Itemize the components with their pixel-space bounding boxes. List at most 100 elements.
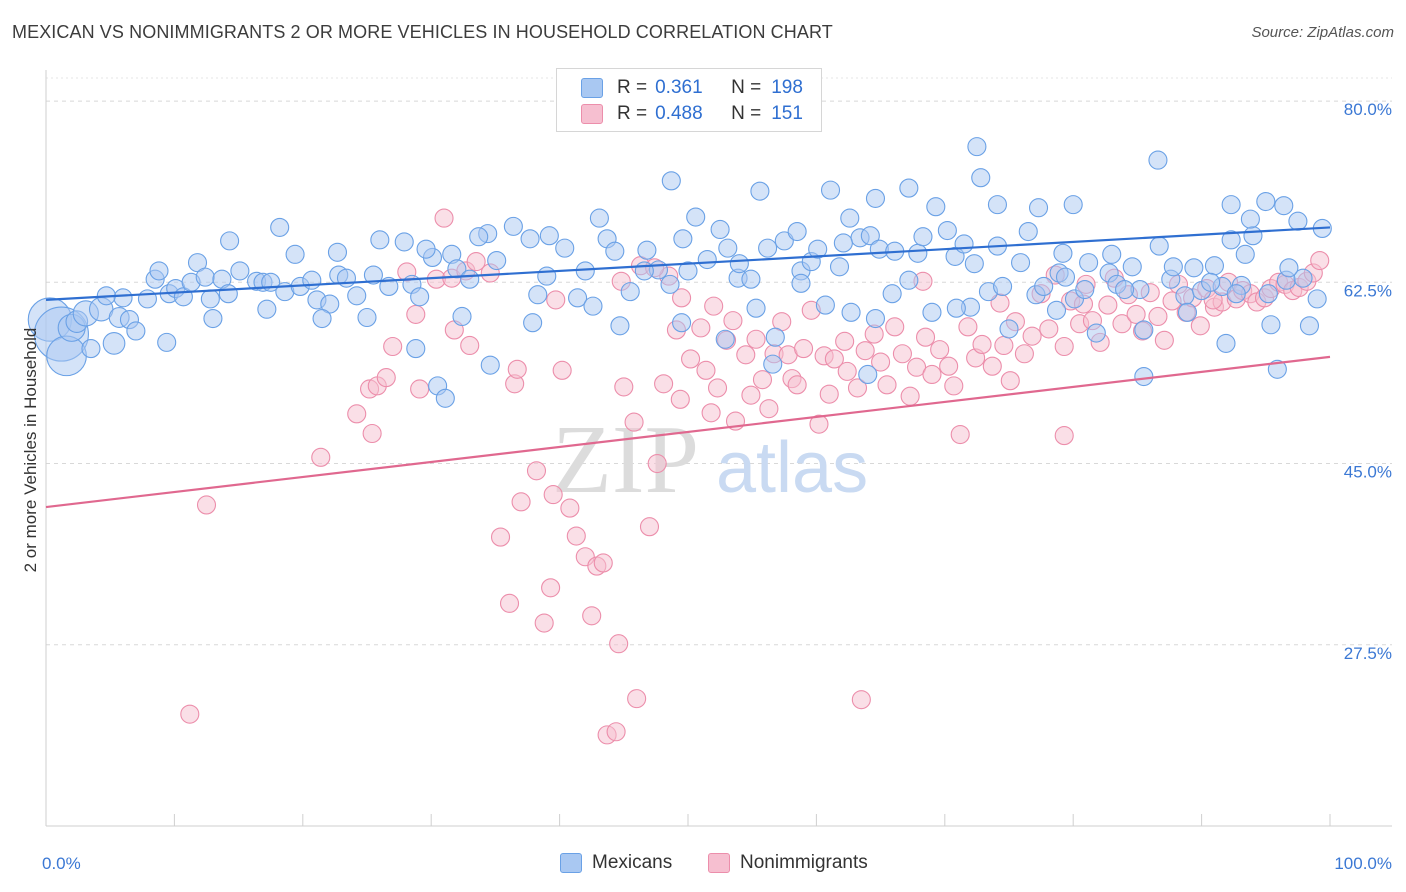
mexicans-point — [528, 285, 548, 305]
nonimmigrants-point — [704, 296, 724, 316]
mexicans-point — [137, 289, 157, 309]
nonimmigrants-point — [877, 375, 897, 395]
nonimmigrants-point — [1039, 319, 1059, 339]
mexicans-point — [1148, 150, 1168, 170]
mexicans-point — [605, 241, 625, 261]
nonimmigrants-point — [410, 379, 430, 399]
mexicans-point — [715, 329, 735, 349]
mexicans-point — [539, 226, 559, 246]
nonimmigrants-point — [847, 378, 868, 398]
mexicans-point — [327, 242, 348, 262]
nonimmigrants-point — [376, 368, 396, 388]
nonimmigrants-point — [1000, 371, 1020, 391]
nonimmigrants-point — [915, 327, 936, 347]
nonimmigrants-point — [434, 208, 454, 228]
mexicans-point — [1011, 253, 1031, 273]
mexicans-point — [750, 181, 770, 201]
mexicans-point — [1274, 196, 1294, 216]
mexicans-point — [1163, 257, 1183, 277]
mexicans-point — [1053, 243, 1073, 263]
mexicans-point — [1184, 258, 1204, 278]
mexicans-point — [1221, 195, 1241, 215]
nonimmigrants-point — [1112, 314, 1132, 334]
mexicans-point — [672, 313, 692, 333]
mexicans-point — [520, 229, 540, 249]
mexicans-point — [1307, 289, 1327, 309]
mexicans-point — [357, 307, 377, 328]
nonimmigrants-point — [639, 517, 660, 537]
mexicans-point — [926, 197, 946, 217]
mexicans-point — [523, 313, 543, 333]
mexicans-point — [102, 332, 126, 355]
nonimmigrants-point — [654, 374, 674, 394]
mexicans-point — [1243, 226, 1263, 246]
nonimmigrants-point — [526, 461, 547, 481]
x-tick-label: 0.0% — [42, 854, 81, 873]
nonimmigrants-point — [972, 334, 992, 354]
mexicans-point — [763, 354, 783, 374]
mexicans-point — [1258, 284, 1278, 304]
mexicans-point — [967, 137, 987, 157]
mexicans-point — [865, 308, 886, 329]
nonimmigrants-point — [466, 252, 486, 272]
mexicans-point — [1028, 198, 1049, 218]
mexicans-point — [81, 339, 101, 359]
legend-row-mexicans: R = 0.361 N = 198 — [581, 76, 803, 100]
mexicans-point — [460, 269, 480, 289]
nonimmigrants-point — [543, 485, 563, 505]
nonimmigrants-point — [907, 357, 927, 377]
mexicans-point — [1102, 244, 1122, 264]
mexicans-point — [1201, 272, 1221, 292]
trend-lines — [45, 226, 1331, 509]
grid-lines — [46, 77, 1392, 646]
mexicans-point — [741, 269, 761, 289]
nonimmigrants-point — [490, 527, 511, 547]
y-tick-label: 45.0% — [1344, 463, 1392, 482]
legend-swatch-mexicans — [560, 853, 582, 873]
watermark: ZIP atlas — [552, 406, 868, 514]
mexicans-point — [230, 261, 250, 281]
nonimmigrants-point — [180, 704, 200, 724]
mexicans-point — [195, 267, 215, 287]
mexicans-point — [1079, 253, 1099, 273]
mexicans-point — [620, 282, 640, 302]
nonimmigrants-point — [546, 290, 566, 310]
mexicans-point — [555, 238, 575, 258]
mexicans-point — [922, 302, 942, 322]
mexicans-point — [537, 266, 557, 286]
x-tick-label: 100.0% — [1334, 854, 1392, 873]
chart-title: MEXICAN VS NONIMMIGRANTS 2 OR MORE VEHIC… — [12, 22, 833, 42]
mexicans-point — [808, 239, 828, 259]
mexicans-point — [435, 388, 455, 408]
nonimmigrants-point — [930, 340, 950, 360]
mexicans-point — [999, 319, 1019, 339]
legend-n-label: N = — [731, 103, 762, 124]
mexicans-point — [469, 227, 489, 247]
nonimmigrants-point — [606, 722, 626, 742]
mexicans-point — [583, 296, 603, 316]
mexicans-point — [1235, 244, 1255, 264]
nonimmigrants-point — [994, 335, 1014, 356]
mexicans-point — [480, 355, 500, 375]
nonimmigrants-point — [593, 553, 613, 573]
mexicans-point — [1175, 286, 1195, 306]
y-axis-label: 2 or more Vehicles in Household — [21, 327, 40, 573]
mexicans-point — [791, 273, 811, 293]
nonimmigrants-point — [362, 423, 382, 444]
nonimmigrants-point — [566, 526, 586, 546]
mexicans-point — [971, 168, 991, 188]
mexicans-point — [452, 306, 472, 327]
mexicans-point — [858, 364, 878, 385]
mexicans-point — [899, 178, 919, 198]
nonimmigrants-point — [794, 339, 814, 359]
legend-r-label: R = — [617, 77, 648, 98]
mexicans-point — [841, 302, 861, 322]
mexicans-point — [710, 219, 730, 240]
legend-item-mexicans: Mexicans — [560, 852, 672, 874]
nonimmigrants-point — [1148, 306, 1168, 327]
legend-swatch-blue — [581, 78, 603, 98]
series-legend: Mexicans Nonimmigrants — [0, 852, 1406, 878]
mexicans-point — [1055, 267, 1076, 287]
mexicans-point — [840, 208, 860, 228]
nonimmigrants-point — [752, 370, 773, 390]
